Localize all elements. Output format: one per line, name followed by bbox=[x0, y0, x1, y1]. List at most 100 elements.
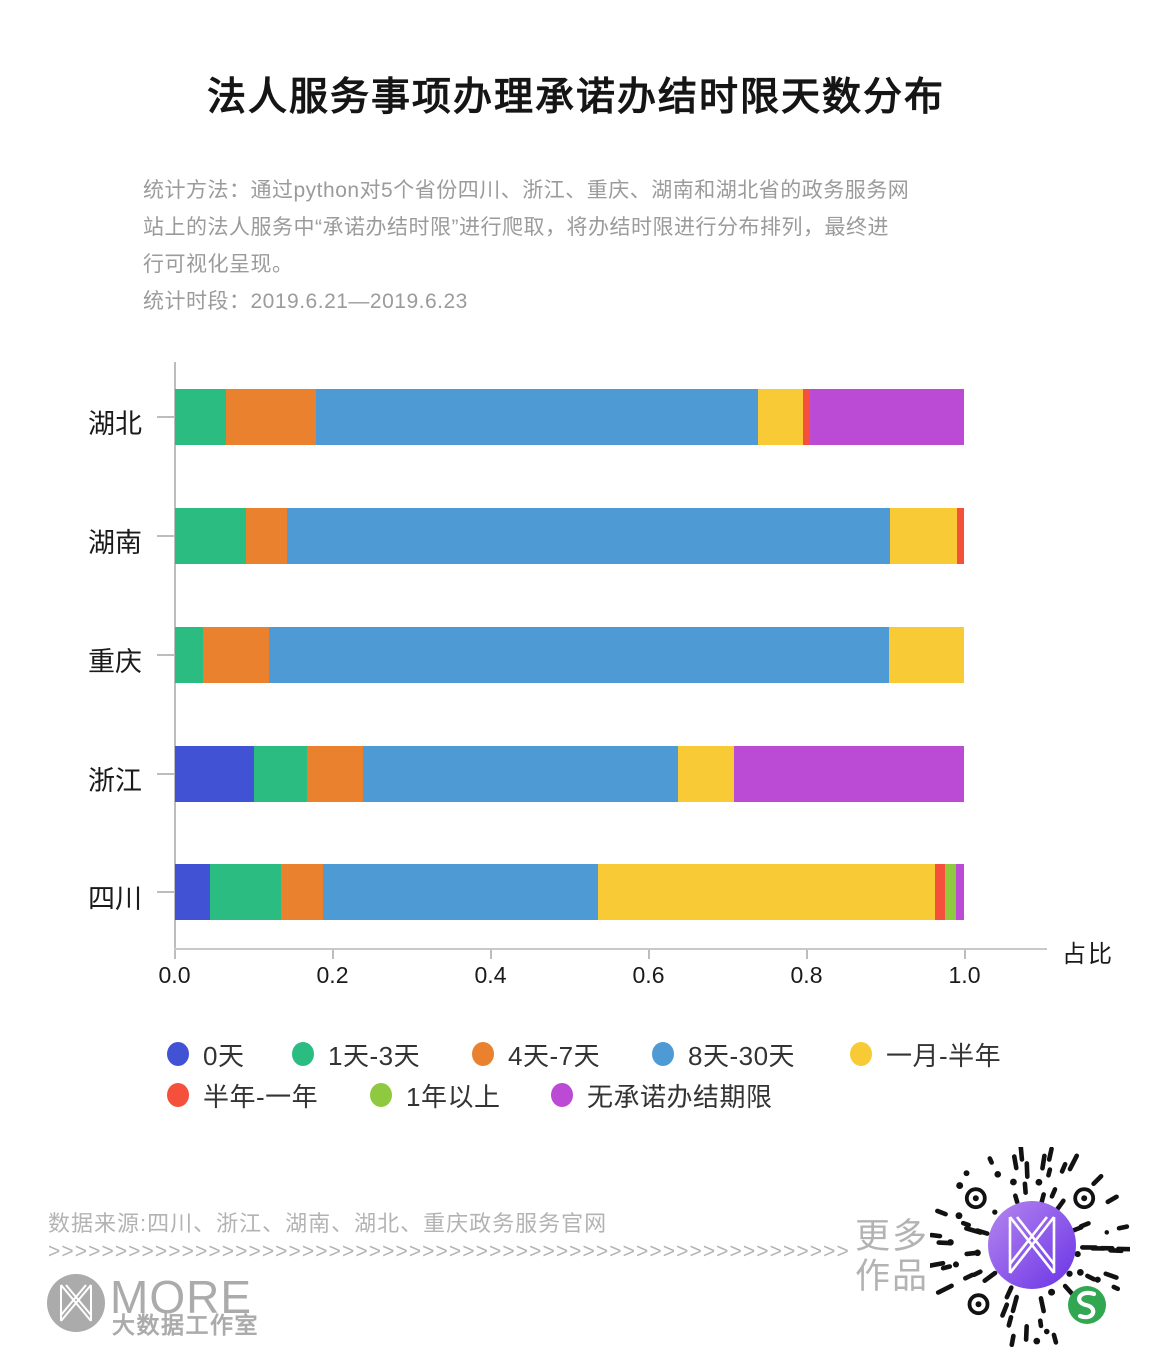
qr-center-m-glyph bbox=[1008, 1216, 1056, 1274]
qr-dash bbox=[1010, 1294, 1019, 1314]
qr-dash bbox=[1023, 1323, 1029, 1342]
legend-swatch-icon bbox=[167, 1083, 189, 1107]
page-title: 法人服务事项办理承诺办结时限天数分布 bbox=[206, 76, 945, 119]
bar-segment bbox=[245, 508, 287, 564]
category-label: 湖北 bbox=[88, 409, 142, 439]
bar-segment bbox=[174, 627, 203, 683]
qr-dash bbox=[930, 1232, 943, 1239]
category-label: 湖南 bbox=[88, 528, 142, 558]
legend-item: 4天-7天 bbox=[472, 1040, 600, 1071]
bar-segment bbox=[269, 627, 890, 683]
qr-dash bbox=[1000, 1302, 1010, 1318]
bar-segment bbox=[253, 746, 308, 802]
qr-miniprogram-s-glyph bbox=[1077, 1290, 1097, 1320]
more-works-line2: 作品 bbox=[855, 1257, 930, 1296]
bar-segment bbox=[935, 864, 945, 920]
qr-eye-icon bbox=[967, 1293, 990, 1316]
bar-segment bbox=[281, 864, 323, 920]
bar-segment bbox=[174, 508, 246, 564]
legend-swatch-icon bbox=[292, 1042, 314, 1066]
bar-segment bbox=[597, 864, 936, 920]
qr-dash bbox=[1040, 1153, 1047, 1171]
legend-swatch-icon bbox=[850, 1042, 872, 1066]
qr-dot bbox=[1035, 1178, 1043, 1186]
qr-dot bbox=[1033, 1337, 1041, 1345]
qr-dash bbox=[1024, 1161, 1030, 1179]
x-tick bbox=[173, 950, 176, 959]
qr-dash bbox=[1085, 1273, 1097, 1282]
bar-segment bbox=[362, 746, 678, 802]
legend-item: 无承诺办结期限 bbox=[551, 1081, 773, 1112]
qr-dash bbox=[964, 1226, 983, 1235]
qr-dash bbox=[1116, 1224, 1130, 1231]
x-tick bbox=[331, 950, 334, 959]
bar-segment bbox=[955, 864, 965, 920]
bar-segment bbox=[225, 389, 316, 445]
legend-label: 半年-一年 bbox=[203, 1081, 319, 1112]
x-tick bbox=[489, 950, 492, 959]
qr-dash bbox=[1046, 1167, 1053, 1178]
qr-dash bbox=[1009, 1333, 1016, 1347]
legend-item: 一月-半年 bbox=[850, 1040, 1001, 1071]
more-works-label: 更多 作品 bbox=[855, 1217, 929, 1297]
bar-segment bbox=[677, 746, 734, 802]
qr-dash bbox=[1004, 1285, 1014, 1300]
qr-dot bbox=[994, 1171, 1002, 1178]
bar-segment bbox=[758, 389, 803, 445]
qr-dot bbox=[1074, 1250, 1081, 1258]
x-tick-label: 0.4 bbox=[474, 962, 507, 988]
bar-segment bbox=[202, 627, 270, 683]
qr-dot bbox=[956, 1182, 964, 1190]
x-tick-label: 0.0 bbox=[158, 962, 191, 988]
legend-label: 无承诺办结期限 bbox=[587, 1081, 773, 1112]
x-axis-line bbox=[174, 948, 1047, 950]
qr-dash bbox=[940, 1264, 953, 1271]
qr-code bbox=[930, 1147, 1130, 1347]
bar-segment bbox=[315, 389, 759, 445]
bar-segment bbox=[174, 864, 211, 920]
x-tick-label: 0.6 bbox=[632, 962, 665, 988]
logo-wordmark: MORE bbox=[110, 1271, 252, 1323]
qr-dot bbox=[1010, 1178, 1017, 1186]
qr-dash bbox=[930, 1260, 946, 1268]
legend-label: 1年以上 bbox=[406, 1081, 501, 1112]
qr-dash bbox=[935, 1208, 948, 1217]
qr-dash bbox=[1022, 1181, 1028, 1195]
qr-dash bbox=[962, 1272, 975, 1281]
legend-swatch-icon bbox=[551, 1083, 573, 1107]
bar-segment bbox=[210, 864, 282, 920]
qr-dash bbox=[982, 1270, 998, 1283]
qr-dash bbox=[1011, 1154, 1019, 1171]
y-tick bbox=[157, 891, 174, 893]
bar-segment bbox=[733, 746, 965, 802]
x-tick bbox=[963, 950, 966, 959]
bar-segment bbox=[174, 746, 254, 802]
legend-label: 1天-3天 bbox=[328, 1040, 421, 1071]
y-tick bbox=[157, 654, 174, 656]
x-tick bbox=[805, 950, 808, 959]
y-tick bbox=[157, 416, 174, 418]
bar-segment bbox=[307, 746, 363, 802]
bar-segment bbox=[890, 508, 958, 564]
legend-label: 一月-半年 bbox=[886, 1040, 1002, 1071]
subtitle-line: 站上的法人服务中“承诺办结时限”进行爬取，将办结时限进行分布排列，最终进 bbox=[143, 216, 889, 239]
x-tick-label: 1.0 bbox=[948, 962, 981, 988]
qr-dash bbox=[1067, 1153, 1080, 1172]
qr-dot bbox=[955, 1212, 963, 1220]
logo-subtitle: 大数据工作室 bbox=[112, 1312, 259, 1338]
bar-segment bbox=[174, 389, 226, 445]
legend-item: 0天 bbox=[167, 1040, 244, 1071]
bar-segment bbox=[957, 508, 965, 564]
legend-item: 1天-3天 bbox=[292, 1040, 420, 1071]
qr-dot bbox=[992, 1209, 998, 1215]
qr-dot bbox=[1066, 1270, 1073, 1277]
qr-dash bbox=[1105, 1194, 1119, 1205]
y-tick bbox=[157, 535, 174, 537]
qr-eye-icon bbox=[964, 1187, 987, 1210]
legend-label: 0天 bbox=[203, 1040, 245, 1071]
qr-dash bbox=[1111, 1284, 1121, 1292]
qr-dash bbox=[1039, 1192, 1046, 1206]
qr-dash bbox=[936, 1240, 952, 1246]
qr-dot bbox=[1048, 1288, 1056, 1296]
